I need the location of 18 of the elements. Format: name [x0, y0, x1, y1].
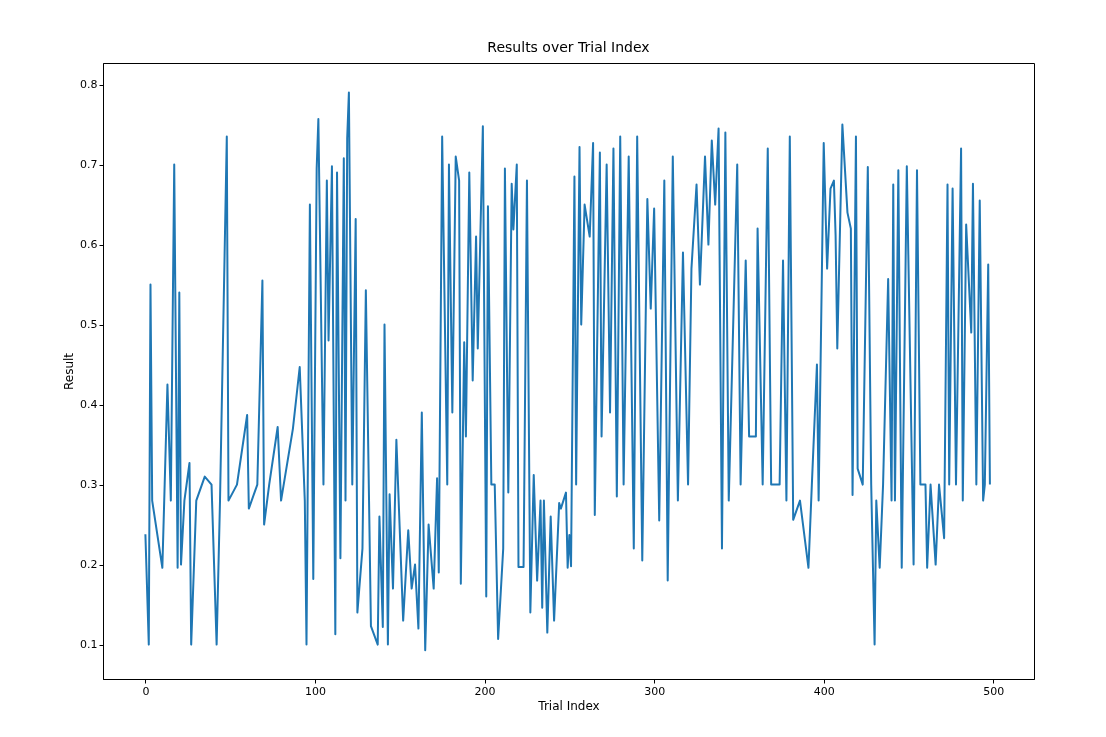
x-tick-label: 0 [142, 684, 150, 698]
y-tick-label: 0.1 [80, 638, 98, 652]
y-tick-label: 0.2 [80, 558, 98, 572]
y-tick-label: 0.3 [80, 478, 98, 492]
chart-title: Results over Trial Index [487, 39, 650, 55]
y-tick-label: 0.7 [80, 158, 98, 172]
x-tick-label: 100 [304, 684, 326, 698]
y-tick-label: 0.5 [80, 318, 98, 332]
x-tick-label: 400 [813, 684, 835, 698]
x-axis-title: Trial Index [537, 698, 600, 713]
y-tick-label: 0.6 [80, 238, 98, 252]
x-tick-label: 300 [644, 684, 666, 698]
y-axis-title: Result [62, 352, 77, 391]
y-tick-label: 0.8 [80, 78, 98, 92]
x-tick-label: 200 [474, 684, 496, 698]
x-tick-label: 500 [983, 684, 1005, 698]
line-series [144, 91, 991, 652]
y-tick-label: 0.4 [80, 398, 98, 412]
